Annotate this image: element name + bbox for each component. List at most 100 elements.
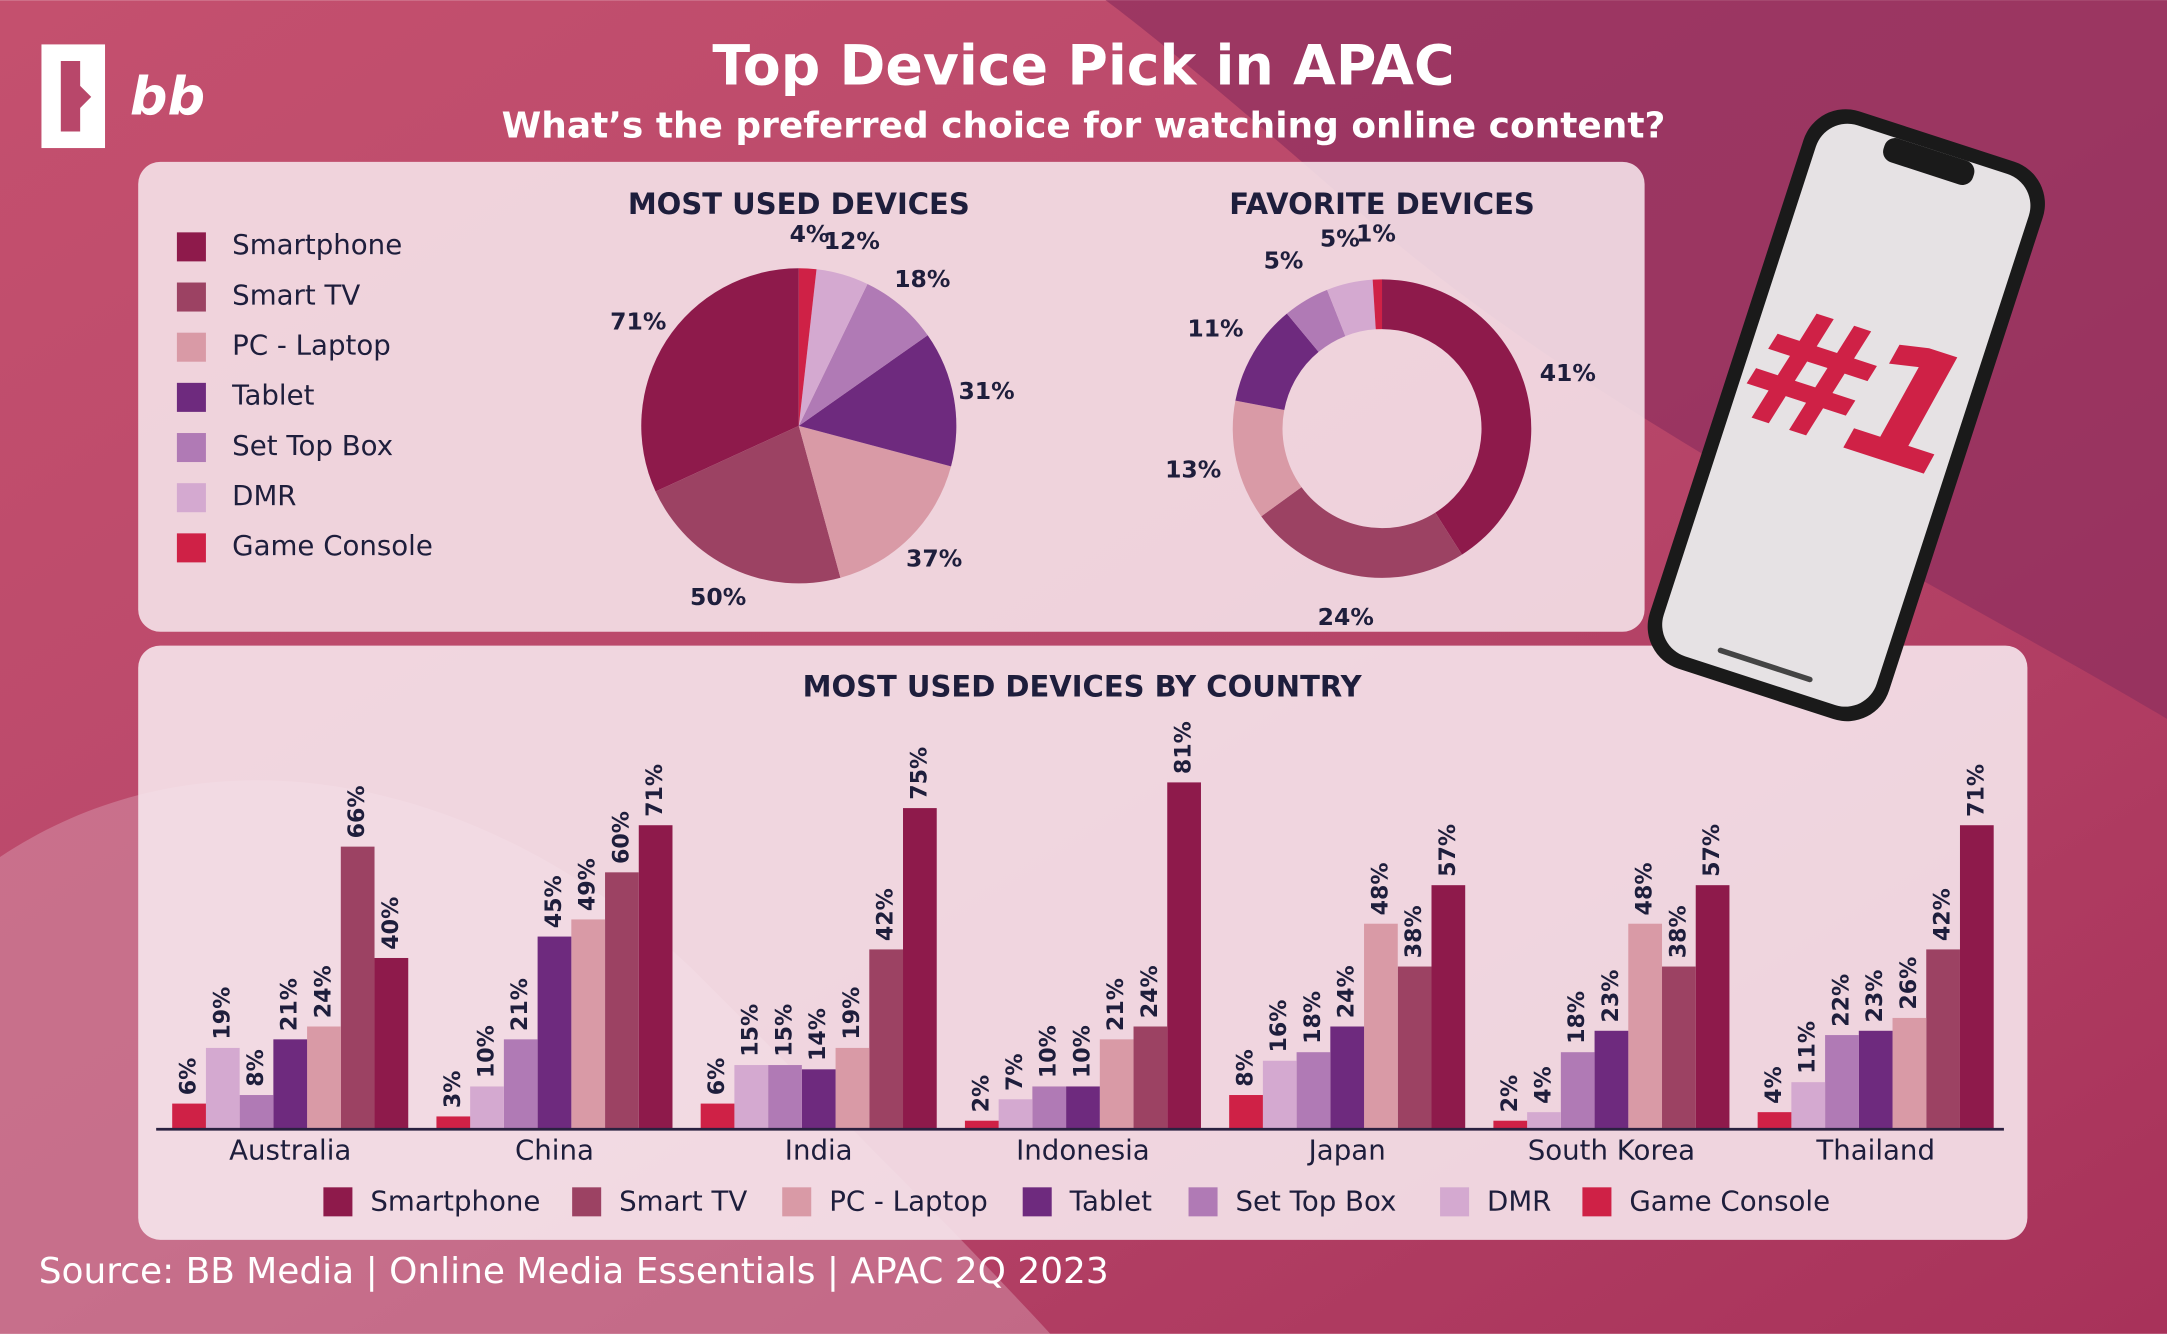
bar-label: 6% bbox=[176, 1058, 202, 1096]
legend-swatch bbox=[782, 1187, 812, 1217]
bar-label: 18% bbox=[1564, 991, 1590, 1044]
slice bbox=[1372, 279, 1383, 330]
bar-label: 6% bbox=[704, 1058, 730, 1096]
slice bbox=[655, 425, 841, 584]
bar-label: 8% bbox=[1233, 1049, 1259, 1087]
slice-label: 4% bbox=[790, 220, 830, 248]
legend-label: Game Console bbox=[232, 529, 433, 562]
bar-label: 22% bbox=[1828, 974, 1854, 1027]
bar-label: 45% bbox=[541, 875, 567, 928]
bar bbox=[172, 1103, 206, 1130]
legend-label: Set Top Box bbox=[232, 429, 393, 462]
bar bbox=[1662, 966, 1696, 1130]
bar-label: 71% bbox=[1963, 764, 1989, 817]
bar bbox=[1330, 1026, 1365, 1130]
bar bbox=[1099, 1039, 1134, 1130]
bar-label: 66% bbox=[344, 785, 370, 838]
legend-swatch bbox=[176, 332, 206, 362]
legend-label: Tablet bbox=[231, 379, 314, 412]
bar-label: 23% bbox=[1862, 970, 1888, 1023]
bar bbox=[1695, 885, 1730, 1130]
bar-label: 24% bbox=[1137, 965, 1163, 1018]
bar-label: 57% bbox=[1435, 824, 1461, 877]
bar bbox=[1926, 949, 1960, 1130]
bar-label: 26% bbox=[1896, 957, 1922, 1010]
bar-label: 7% bbox=[1002, 1053, 1028, 1091]
bar bbox=[835, 1047, 870, 1130]
slice-label: 13% bbox=[1165, 455, 1221, 483]
bar-label: 21% bbox=[507, 978, 533, 1031]
legend-label: Smartphone bbox=[370, 1185, 540, 1218]
bar-label: 21% bbox=[1103, 978, 1129, 1031]
source: Source: BB Media | Online Media Essentia… bbox=[39, 1251, 1109, 1292]
slice-label: 24% bbox=[1318, 603, 1374, 631]
bar bbox=[537, 936, 572, 1130]
bar bbox=[1527, 1112, 1561, 1130]
chart-title: MOST USED DEVICES BY COUNTRY bbox=[803, 669, 1363, 703]
slice-label: 31% bbox=[958, 377, 1014, 405]
bar bbox=[903, 808, 937, 1130]
legend-label: PC - Laptop bbox=[232, 329, 391, 362]
legend-swatch bbox=[323, 1187, 353, 1217]
bar-label: 75% bbox=[906, 747, 932, 800]
bar bbox=[1133, 1026, 1168, 1130]
page-title: Top Device Pick in APAC bbox=[712, 34, 1454, 98]
legend-swatch bbox=[572, 1187, 602, 1217]
bar bbox=[1594, 1030, 1629, 1130]
slice-label: 18% bbox=[894, 265, 950, 293]
legend-swatch bbox=[176, 533, 206, 563]
bar bbox=[1791, 1082, 1826, 1130]
bar-label: 21% bbox=[277, 978, 303, 1031]
bar bbox=[1032, 1086, 1067, 1130]
slice-label: 12% bbox=[824, 227, 880, 255]
bar bbox=[273, 1039, 308, 1130]
bar-label: 10% bbox=[1036, 1025, 1062, 1078]
bar bbox=[734, 1065, 769, 1130]
bar bbox=[470, 1086, 504, 1130]
bar bbox=[700, 1103, 735, 1130]
bar bbox=[1262, 1060, 1297, 1130]
bar bbox=[1167, 782, 1201, 1130]
bar bbox=[1825, 1035, 1859, 1130]
bar-label: 14% bbox=[805, 1008, 831, 1061]
legend-swatch bbox=[176, 282, 206, 312]
legend-label: Game Console bbox=[1629, 1185, 1830, 1218]
bar-label: 71% bbox=[642, 764, 668, 817]
bar bbox=[1757, 1112, 1792, 1130]
bar bbox=[503, 1039, 538, 1130]
legend-label: DMR bbox=[1487, 1185, 1551, 1218]
logo-text: bb bbox=[130, 66, 205, 127]
bar-label: 60% bbox=[608, 811, 634, 864]
bar-label: 10% bbox=[474, 1025, 500, 1078]
bar bbox=[1066, 1086, 1100, 1130]
slice bbox=[798, 268, 817, 426]
bar bbox=[964, 1120, 999, 1130]
bar bbox=[998, 1099, 1033, 1130]
x-tick-label: Indonesia bbox=[1016, 1133, 1150, 1166]
slice-label: 41% bbox=[1540, 359, 1596, 387]
chart-title: MOST USED DEVICES bbox=[628, 187, 970, 221]
bar-label: 2% bbox=[968, 1075, 994, 1113]
slice bbox=[1327, 279, 1376, 337]
bar bbox=[571, 919, 606, 1130]
slice-label: 1% bbox=[1356, 220, 1396, 248]
x-tick-label: South Korea bbox=[1528, 1133, 1695, 1166]
slice bbox=[1382, 279, 1532, 555]
slice bbox=[798, 335, 957, 467]
slice-label: 11% bbox=[1187, 315, 1243, 343]
legend-swatch bbox=[1582, 1187, 1612, 1217]
bar bbox=[239, 1095, 274, 1130]
legend-swatch bbox=[1188, 1187, 1218, 1217]
slice bbox=[1232, 400, 1302, 517]
bar-label: 38% bbox=[1665, 905, 1691, 958]
bar-label: 42% bbox=[1930, 888, 1956, 941]
bar-label: 19% bbox=[839, 987, 865, 1040]
bar bbox=[1364, 923, 1398, 1130]
bar-label: 15% bbox=[738, 1004, 764, 1057]
legend-label: Tablet bbox=[1069, 1185, 1152, 1218]
bar bbox=[1858, 1030, 1893, 1130]
legend-label: Smart TV bbox=[232, 278, 360, 311]
x-tick-label: Australia bbox=[229, 1133, 351, 1166]
